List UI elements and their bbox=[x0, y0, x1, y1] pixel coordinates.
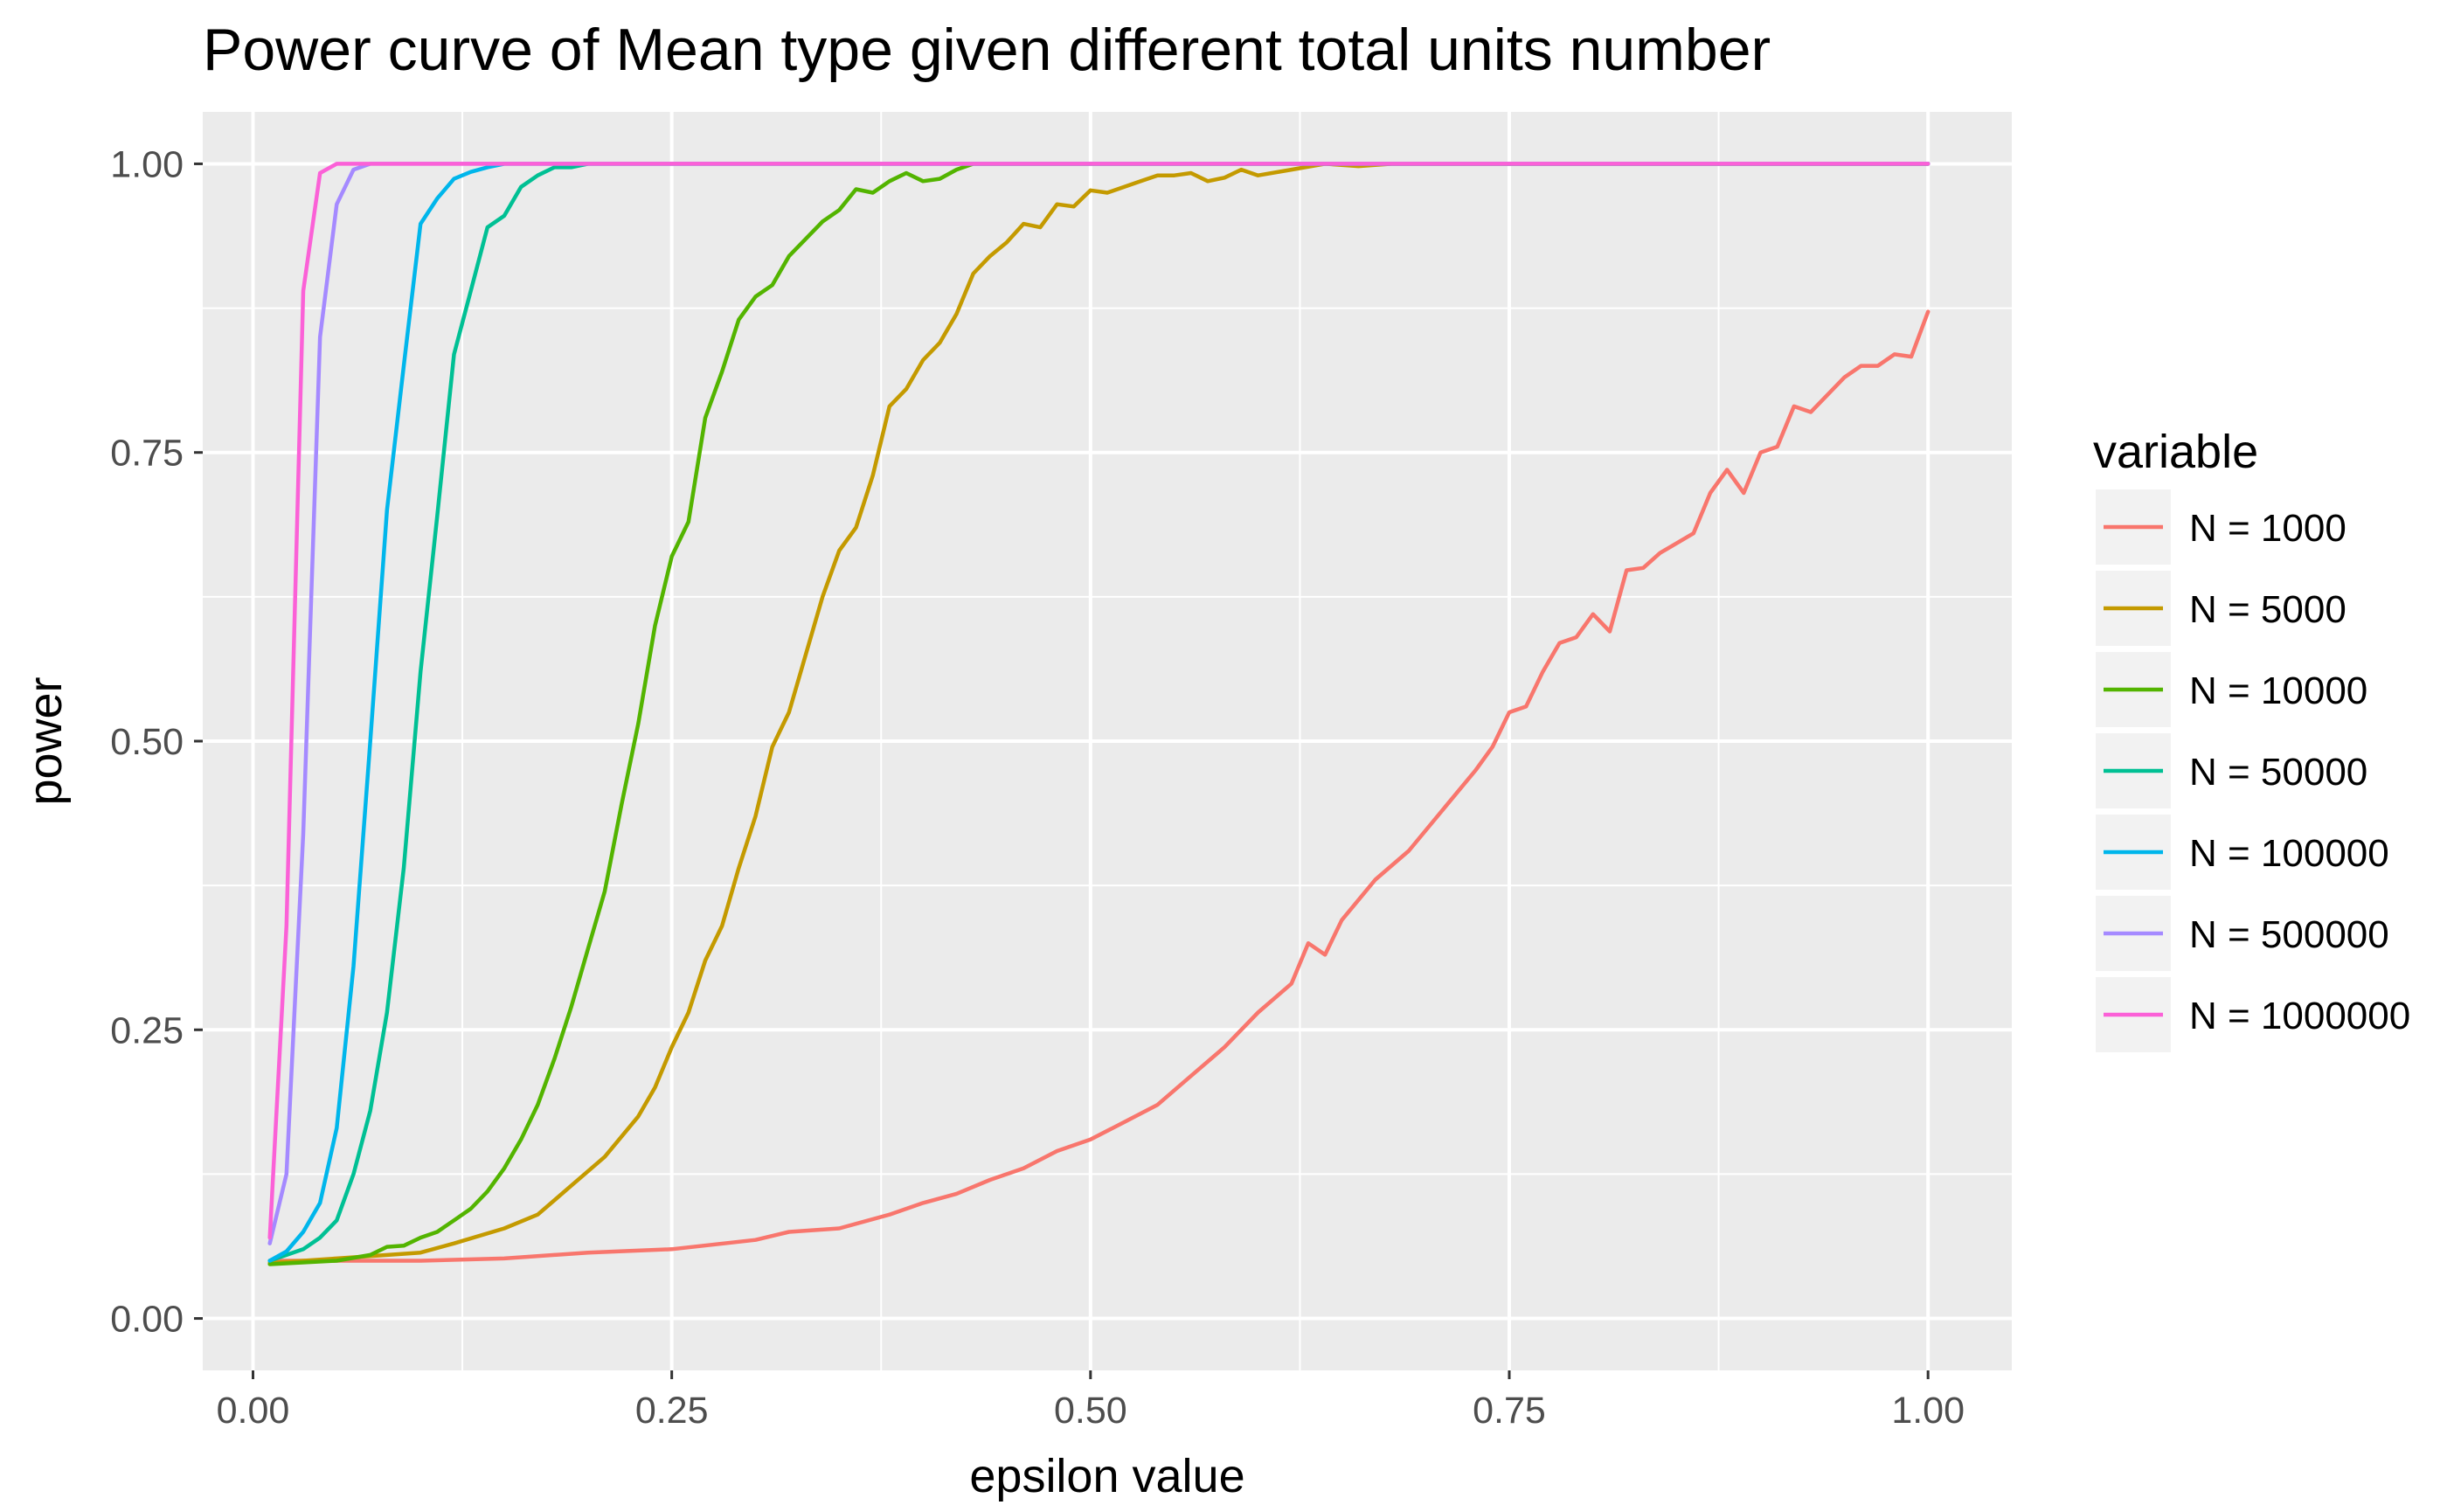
chart-title: Power curve of Mean type given different… bbox=[203, 17, 1771, 83]
legend-label: N = 1000000 bbox=[2189, 995, 2410, 1037]
series-layer bbox=[267, 162, 1931, 1266]
y-tick-label: 1.00 bbox=[110, 143, 184, 185]
legend: variable N = 1000 N = 5000 N = 10000 N = 50… bbox=[2093, 426, 2410, 1052]
legend-items: N = 1000 N = 5000 N = 10000 N = 50000 N = 10… bbox=[2096, 489, 2410, 1052]
y-tick-label: 0.00 bbox=[110, 1299, 184, 1341]
y-tick-label: 0.50 bbox=[110, 721, 184, 763]
axes-layer: 0.00 0.25 0.50 0.75 1.00 0.00 0.25 0.50 0.75 1.00 bbox=[110, 143, 1965, 1432]
series-line-10000 bbox=[267, 162, 1931, 1266]
legend-label: N = 50000 bbox=[2189, 751, 2367, 794]
x-tick-label: 0.25 bbox=[635, 1390, 709, 1432]
x-tick-label: 1.00 bbox=[1891, 1390, 1965, 1432]
x-axis-title: epsilon value bbox=[969, 1450, 1244, 1502]
y-axis-title: power bbox=[19, 676, 72, 805]
legend-label: N = 5000 bbox=[2189, 588, 2346, 631]
y-tick-label: 0.25 bbox=[110, 1009, 184, 1051]
series-line-1000 bbox=[267, 309, 1931, 1263]
y-tick-label: 0.75 bbox=[110, 433, 184, 475]
legend-title: variable bbox=[2093, 426, 2258, 478]
x-tick-label: 0.75 bbox=[1473, 1390, 1546, 1432]
series-line-5000 bbox=[267, 162, 1931, 1266]
x-tick-label: 0.50 bbox=[1054, 1390, 1127, 1432]
legend-label: N = 100000 bbox=[2189, 832, 2389, 875]
x-tick-label: 0.00 bbox=[217, 1390, 290, 1432]
legend-label: N = 500000 bbox=[2189, 913, 2389, 956]
legend-label: N = 10000 bbox=[2189, 669, 2367, 712]
legend-label: N = 1000 bbox=[2189, 507, 2346, 550]
series-line-1000000 bbox=[267, 162, 1931, 1240]
